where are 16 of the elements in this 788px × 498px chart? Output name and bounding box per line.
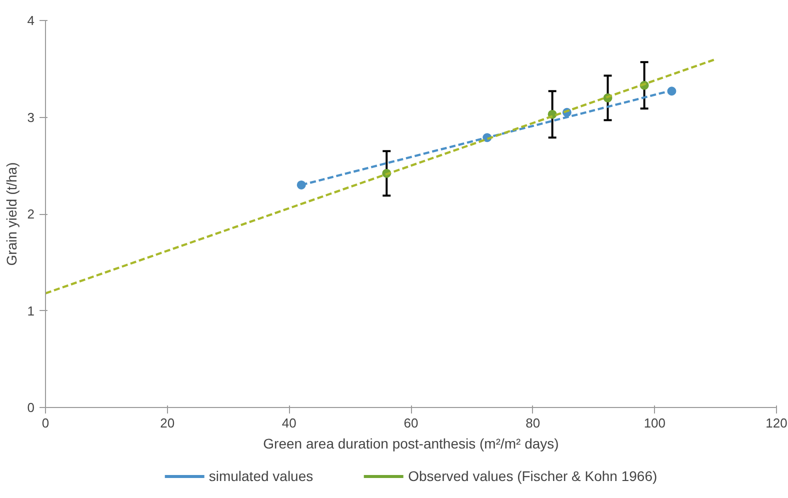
legend-label: Observed values (Fischer & Kohn 1966) bbox=[408, 468, 658, 484]
y-tick-label: 0 bbox=[27, 400, 35, 415]
x-tick-label: 20 bbox=[160, 416, 175, 430]
y-tick-label: 2 bbox=[27, 206, 35, 222]
y-tick-label: 3 bbox=[27, 110, 35, 125]
y-tick-label: 4 bbox=[27, 13, 35, 28]
y-tick-label: 1 bbox=[27, 303, 35, 318]
x-axis-title: Green area duration post-anthesis (m²/m² days) bbox=[263, 436, 559, 452]
y-axis-title: Grain yield (t/ha) bbox=[3, 162, 20, 266]
x-tick-label: 40 bbox=[282, 416, 296, 430]
x-tick-label: 60 bbox=[404, 416, 418, 430]
x-tick-label: 0 bbox=[42, 416, 50, 430]
x-tick-label: 80 bbox=[526, 416, 540, 430]
x-tick-label: 120 bbox=[766, 416, 788, 430]
legend-label: simulated values bbox=[208, 468, 314, 484]
x-tick-label: 100 bbox=[644, 416, 666, 430]
